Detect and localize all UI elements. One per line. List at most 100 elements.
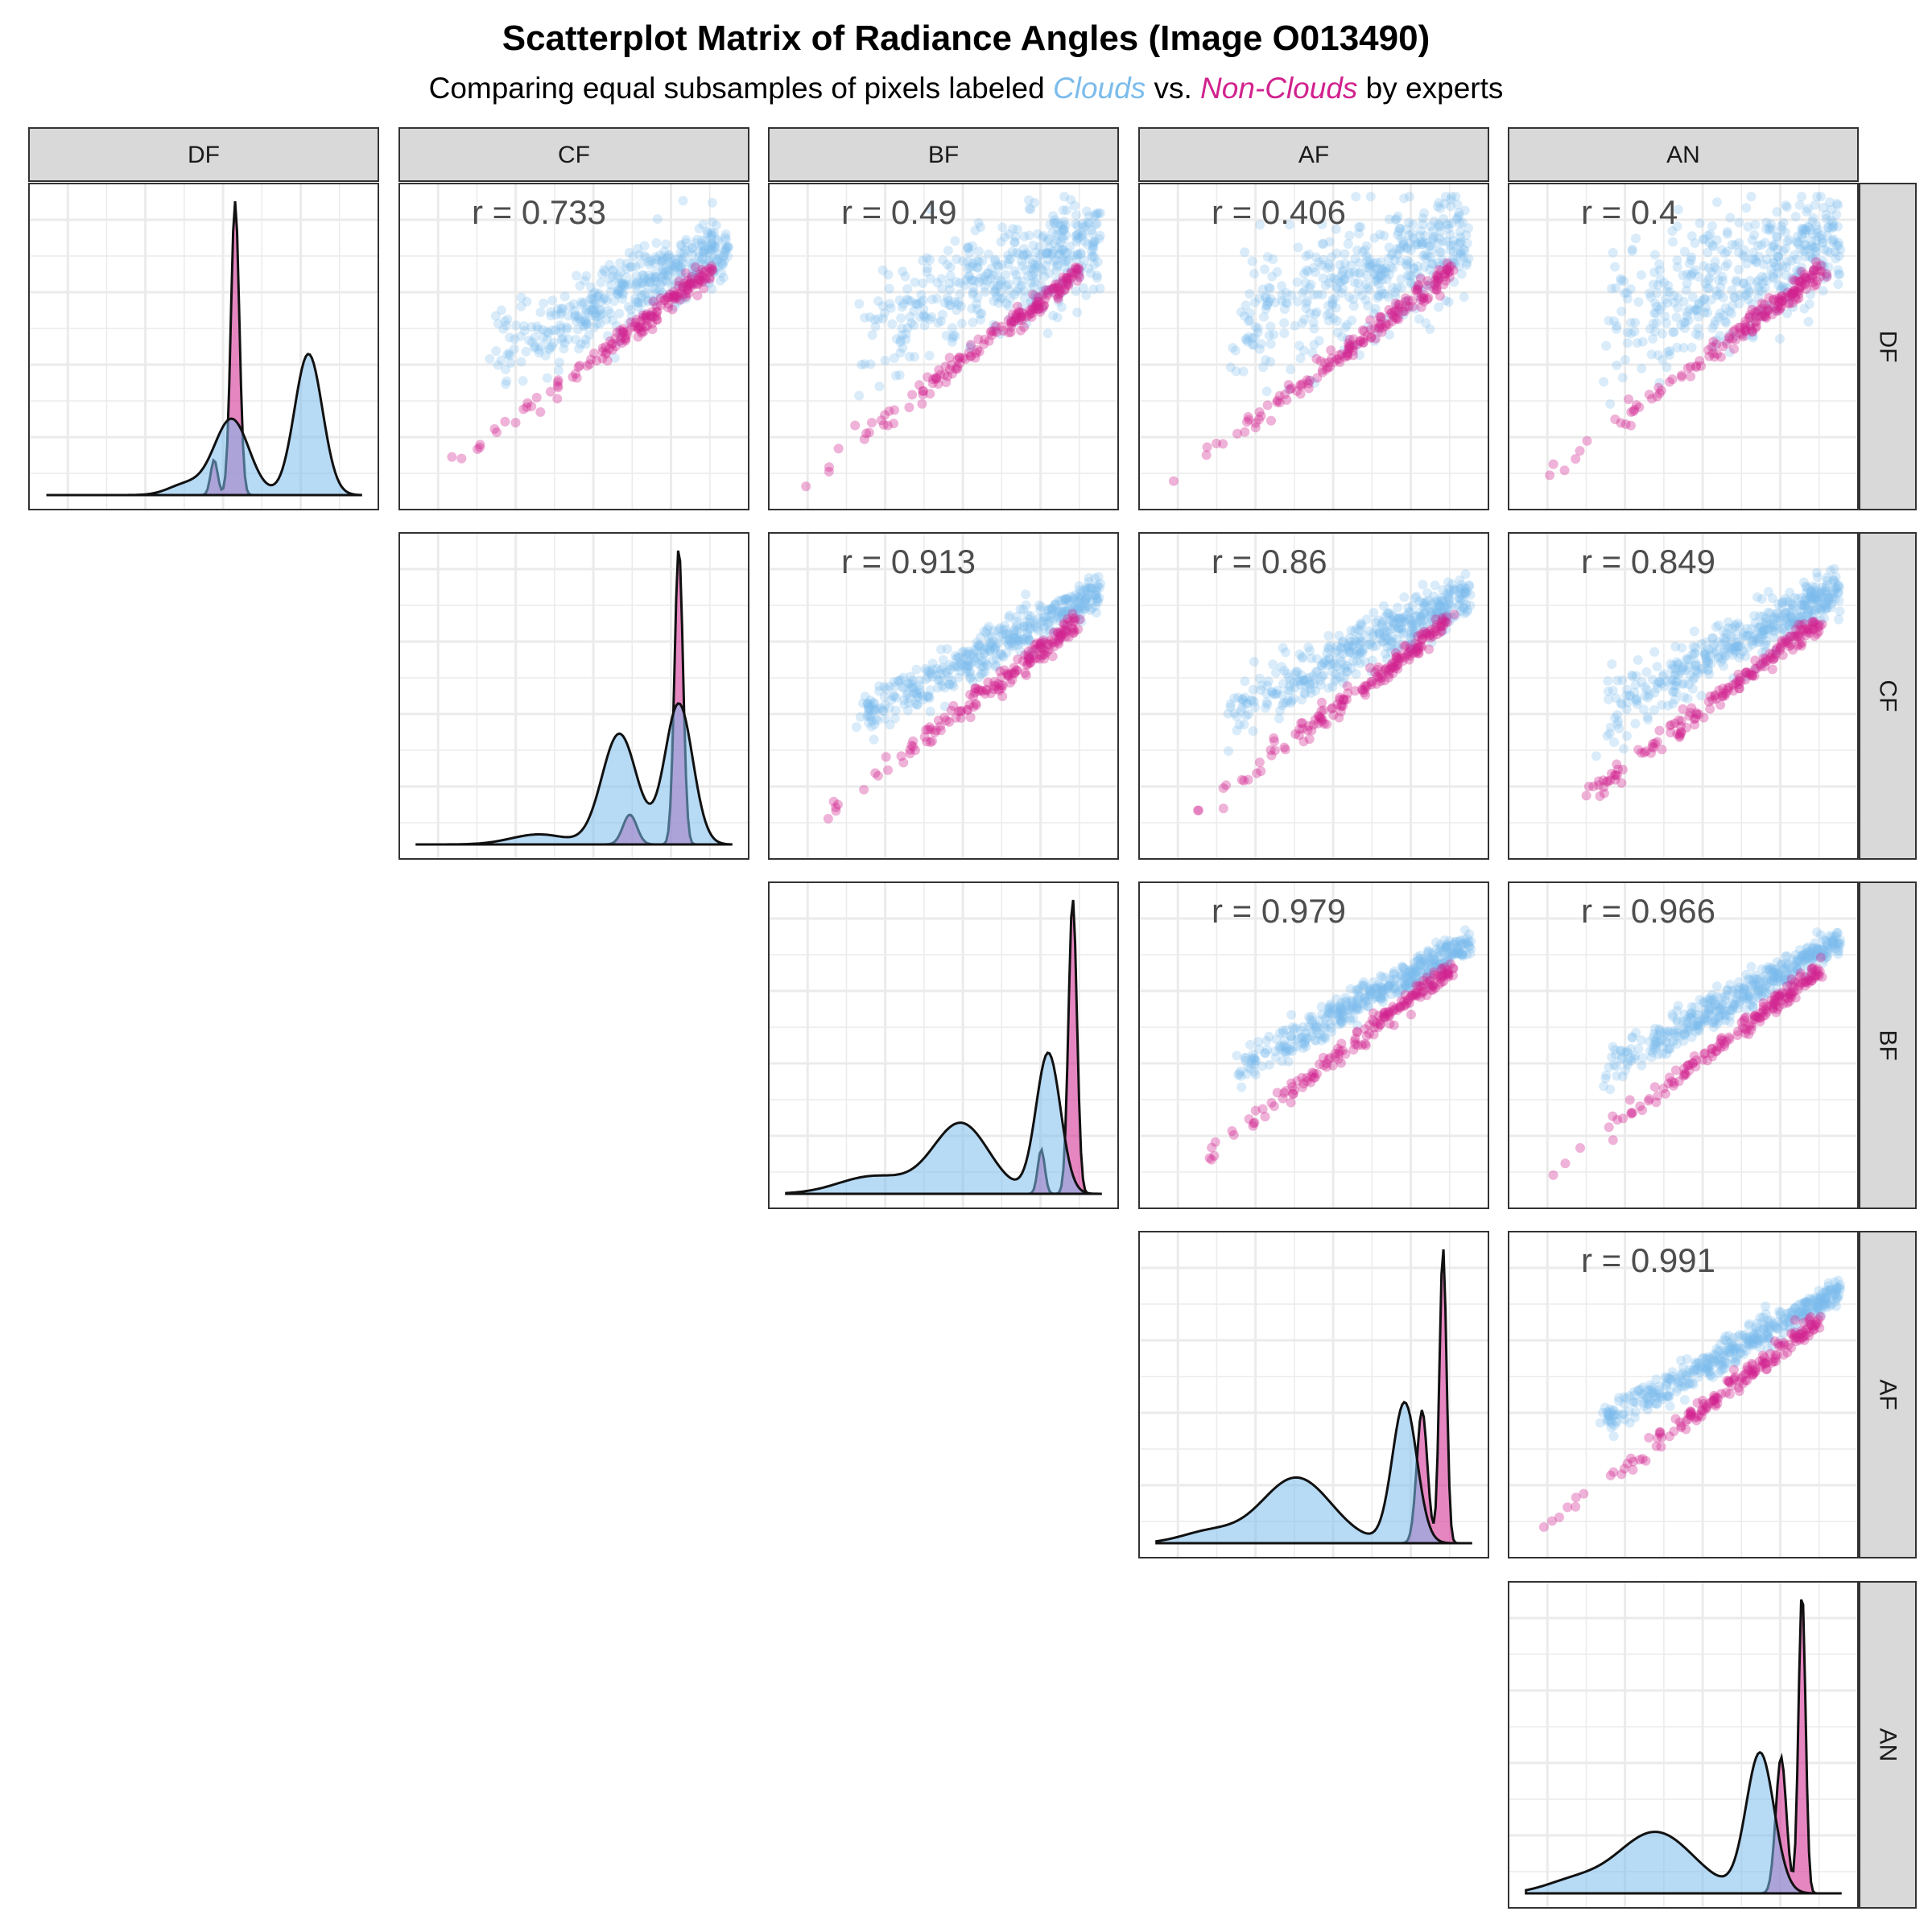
non-clouds-point [1227, 1125, 1237, 1136]
clouds-point [1724, 306, 1735, 316]
clouds-point [1811, 221, 1822, 231]
clouds-point [1303, 1022, 1314, 1032]
clouds-point [643, 256, 654, 266]
clouds-point [615, 258, 625, 268]
clouds-point [595, 319, 605, 329]
non-clouds-point [976, 685, 986, 696]
clouds-point [1033, 625, 1043, 636]
clouds-point [655, 280, 666, 291]
clouds-point [1071, 286, 1081, 296]
non-clouds-point [641, 312, 651, 322]
clouds-point [501, 379, 511, 390]
clouds-point [638, 308, 648, 319]
clouds-point [612, 320, 622, 331]
clouds-point [593, 291, 604, 302]
panel-CF-CF [398, 532, 749, 860]
clouds-point [1733, 265, 1744, 275]
non-clouds-point [1218, 782, 1228, 793]
clouds-point [676, 254, 687, 265]
clouds-point [554, 357, 564, 368]
clouds-point [573, 312, 584, 322]
clouds-point [1259, 264, 1269, 275]
clouds-point [1408, 233, 1418, 243]
clouds-point [1364, 992, 1374, 1002]
clouds-point [532, 321, 543, 332]
clouds-point [1706, 295, 1716, 305]
non-clouds-point [1210, 1137, 1220, 1147]
clouds-point [720, 234, 731, 245]
clouds-point [884, 283, 894, 294]
non-clouds-point [1391, 1003, 1402, 1013]
clouds-point [1683, 662, 1694, 672]
clouds-point [551, 325, 561, 336]
clouds-point [1805, 591, 1815, 601]
non-clouds-point [697, 271, 708, 282]
non-clouds-point [618, 324, 629, 334]
clouds-point [577, 299, 588, 310]
clouds-point [631, 271, 642, 282]
clouds-point [935, 316, 946, 326]
non-clouds-point [1011, 311, 1022, 321]
clouds-point [1268, 659, 1278, 670]
non-clouds-point [1747, 671, 1757, 681]
clouds-point [1364, 285, 1374, 295]
clouds-point [642, 296, 653, 307]
clouds-point [605, 259, 615, 270]
clouds-point [912, 700, 923, 710]
non-clouds-point [638, 326, 649, 336]
non-clouds-point [1218, 803, 1228, 814]
clouds-point [1679, 317, 1690, 328]
non-clouds-point [695, 269, 705, 279]
clouds-point [1249, 657, 1259, 667]
clouds-point [709, 266, 720, 276]
non-clouds-point [631, 315, 642, 325]
clouds-point [557, 332, 568, 343]
clouds-point [718, 272, 729, 283]
non-clouds-point [824, 462, 834, 473]
non-clouds-point [1360, 681, 1370, 691]
clouds-point [918, 295, 928, 306]
clouds-point [1042, 328, 1053, 339]
clouds-point [652, 214, 663, 225]
non-clouds-point [1559, 465, 1570, 476]
clouds-point [704, 256, 714, 266]
clouds-point [576, 316, 586, 326]
clouds-point [581, 319, 592, 329]
non-clouds-point [605, 336, 615, 346]
non-clouds-point [1439, 269, 1450, 279]
non-clouds-point [1402, 998, 1412, 1009]
clouds-point [1611, 283, 1621, 293]
clouds-point [706, 230, 716, 241]
clouds-point [1743, 295, 1753, 305]
clouds-point [710, 262, 720, 272]
non-clouds-point [907, 390, 918, 400]
clouds-point [938, 654, 948, 665]
clouds-point [1429, 217, 1439, 227]
clouds-point [909, 352, 919, 362]
clouds-point [639, 250, 650, 261]
clouds-point [1829, 234, 1839, 245]
clouds-point [579, 297, 589, 308]
non-clouds-point [1682, 363, 1693, 374]
clouds-point [1761, 275, 1772, 286]
non-clouds-point [647, 312, 658, 322]
non-clouds-point [704, 274, 715, 284]
clouds-point [1323, 642, 1333, 653]
clouds-point [675, 262, 686, 272]
non-clouds-point [670, 291, 680, 301]
clouds-point [997, 222, 1008, 233]
clouds-point [1303, 642, 1314, 653]
clouds-point [619, 281, 630, 291]
clouds-point [576, 339, 586, 349]
clouds-point [614, 278, 625, 288]
clouds-point [719, 255, 729, 266]
clouds-point [647, 283, 658, 293]
clouds-point [1344, 292, 1354, 303]
clouds-point [515, 331, 526, 341]
clouds-point [1245, 1039, 1255, 1050]
clouds-point [510, 334, 520, 345]
clouds-point [596, 296, 606, 307]
clouds-point [1328, 313, 1339, 324]
non-clouds-point [1256, 766, 1266, 776]
clouds-point [634, 298, 644, 308]
